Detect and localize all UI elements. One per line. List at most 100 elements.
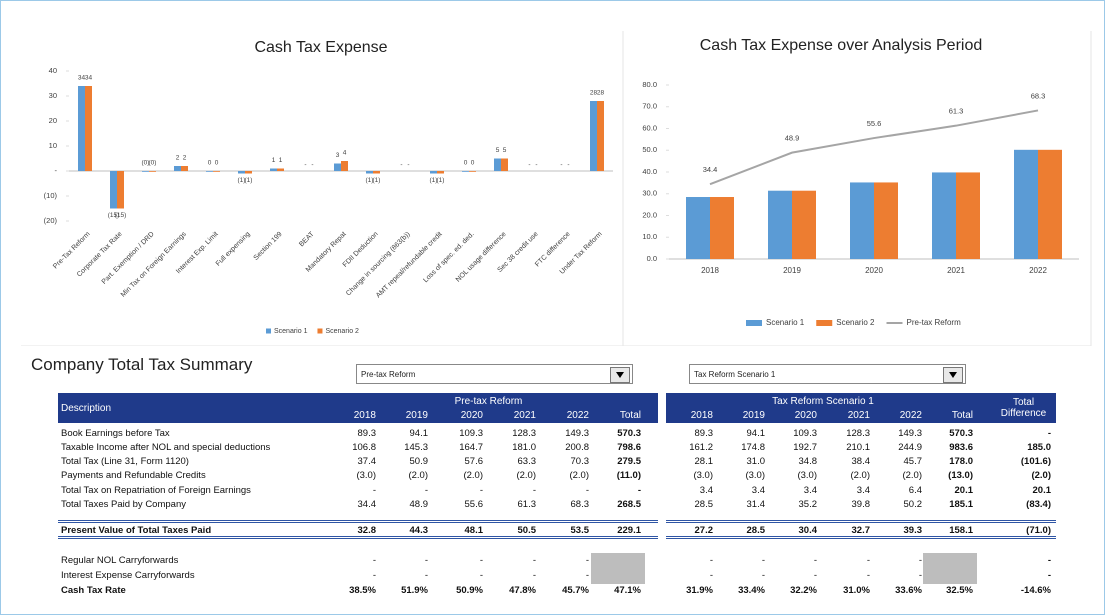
table-cell: (3.0): [356, 470, 376, 481]
value-label: -: [567, 162, 569, 169]
dropdown-button[interactable]: [610, 367, 630, 383]
bar: [597, 101, 604, 171]
y-tick-label: 50.0: [642, 145, 657, 154]
value-label: -: [311, 162, 313, 169]
table-cell: -: [372, 570, 376, 581]
row-label: Interest Expense Carryforwards: [61, 570, 195, 581]
row-label: Present Value of Total Taxes Paid: [61, 525, 212, 536]
y-tick-label: -: [55, 166, 58, 175]
value-label: 5: [503, 147, 507, 154]
bar: [238, 171, 245, 174]
column-header: 2019: [742, 410, 765, 421]
column-header: 2022: [899, 410, 922, 421]
table-cell: (2.0): [516, 470, 536, 481]
table-cell: 570.3: [617, 428, 641, 439]
table-cell: 244.9: [898, 442, 922, 453]
legend-swatch: [266, 328, 271, 334]
table-cell: 50.5: [517, 525, 537, 536]
table-cell: 106.8: [352, 442, 376, 453]
table-cell: -: [866, 570, 870, 581]
dropdown[interactable]: Pre-tax Reform: [356, 364, 633, 384]
table-cell: -: [709, 570, 713, 581]
row-label: Cash Tax Rate: [61, 585, 126, 596]
x-tick-label: Section 199: [253, 231, 284, 262]
table-cell: (71.0): [1026, 525, 1051, 536]
table-cell: 192.7: [793, 442, 817, 453]
empty-cell: [591, 568, 645, 584]
bar: [117, 171, 124, 209]
dropdown-button[interactable]: [943, 367, 963, 383]
bar: [270, 168, 277, 171]
x-tick-label: AMT repeal/refundable credit: [375, 231, 444, 300]
empty-cell: [923, 568, 977, 584]
table-cell: 28.5: [746, 525, 766, 536]
value-label: 68.3: [1031, 91, 1046, 100]
bar: [494, 158, 501, 171]
dropdown[interactable]: Tax Reform Scenario 1: [689, 364, 966, 384]
table-cell: -: [709, 555, 713, 566]
bar: [341, 161, 348, 171]
legend-swatch: [746, 320, 762, 326]
row-label: Book Earnings before Tax: [61, 428, 170, 439]
table-cell: 279.5: [617, 456, 641, 467]
table-cell: 33.6%: [895, 585, 922, 596]
table-cell: 210.1: [846, 442, 870, 453]
value-label: (15): [108, 212, 120, 219]
table-cell: -: [424, 555, 428, 566]
bar: [334, 163, 341, 171]
table-cell: 45.7%: [562, 585, 589, 596]
table-cell: 50.2: [903, 499, 923, 510]
value-label: 0: [208, 160, 212, 167]
legend-label: Scenario 1: [274, 328, 308, 335]
value-label: 1: [272, 157, 276, 164]
table-cell: 68.3: [570, 499, 590, 510]
y-tick-label: 10: [49, 141, 57, 150]
table-cell: -: [532, 485, 536, 496]
bar: [373, 171, 380, 174]
value-label: (0): [142, 160, 150, 167]
rule: [666, 536, 1056, 539]
bar: [501, 158, 508, 171]
table-cell: 51.9%: [401, 585, 428, 596]
table-cell: -: [813, 570, 817, 581]
value-label: 28: [590, 90, 598, 97]
table-cell: -: [479, 570, 483, 581]
y-tick-label: 30.0: [642, 189, 657, 198]
value-label: 0: [464, 160, 468, 167]
table-cell: 94.1: [409, 428, 429, 439]
table-cell: 164.7: [459, 442, 483, 453]
table-cell: 50.9%: [456, 585, 483, 596]
bar: [78, 86, 85, 171]
table-cell: (11.0): [616, 470, 641, 481]
table-cell: 45.7: [903, 456, 923, 467]
bar: [245, 171, 252, 174]
legend-label: Scenario 2: [325, 328, 359, 335]
x-tick-label: 2020: [865, 266, 883, 275]
table-cell: -: [532, 570, 536, 581]
table-cell: 200.8: [565, 442, 589, 453]
table-cell: 70.3: [570, 456, 590, 467]
table-cell: 3.4: [856, 485, 870, 496]
table-cell: -: [585, 570, 589, 581]
y-tick-label: (10): [44, 191, 58, 200]
table-cell: (2.0): [850, 470, 870, 481]
legend-label: Pre-tax Reform: [907, 318, 962, 327]
column-header: 2019: [405, 410, 428, 421]
table-cell: 27.2: [694, 525, 714, 536]
header-band: [666, 393, 1056, 423]
bar: [206, 171, 213, 172]
table-cell: 128.3: [512, 428, 536, 439]
row-label: Total Taxes Paid by Company: [61, 499, 186, 510]
value-label: -: [407, 162, 409, 169]
table-cell: 20.1: [954, 485, 974, 496]
bar: [174, 166, 181, 171]
value-label: -: [528, 162, 530, 169]
value-label: -: [400, 162, 402, 169]
table-cell: 798.6: [617, 442, 641, 453]
group-header: Pre-tax Reform: [454, 396, 523, 407]
table-cell: -: [761, 555, 765, 566]
table-cell: 31.0%: [843, 585, 870, 596]
table-cell: 39.3: [903, 525, 923, 536]
header-band: [58, 393, 658, 423]
value-label: 1: [279, 157, 283, 164]
